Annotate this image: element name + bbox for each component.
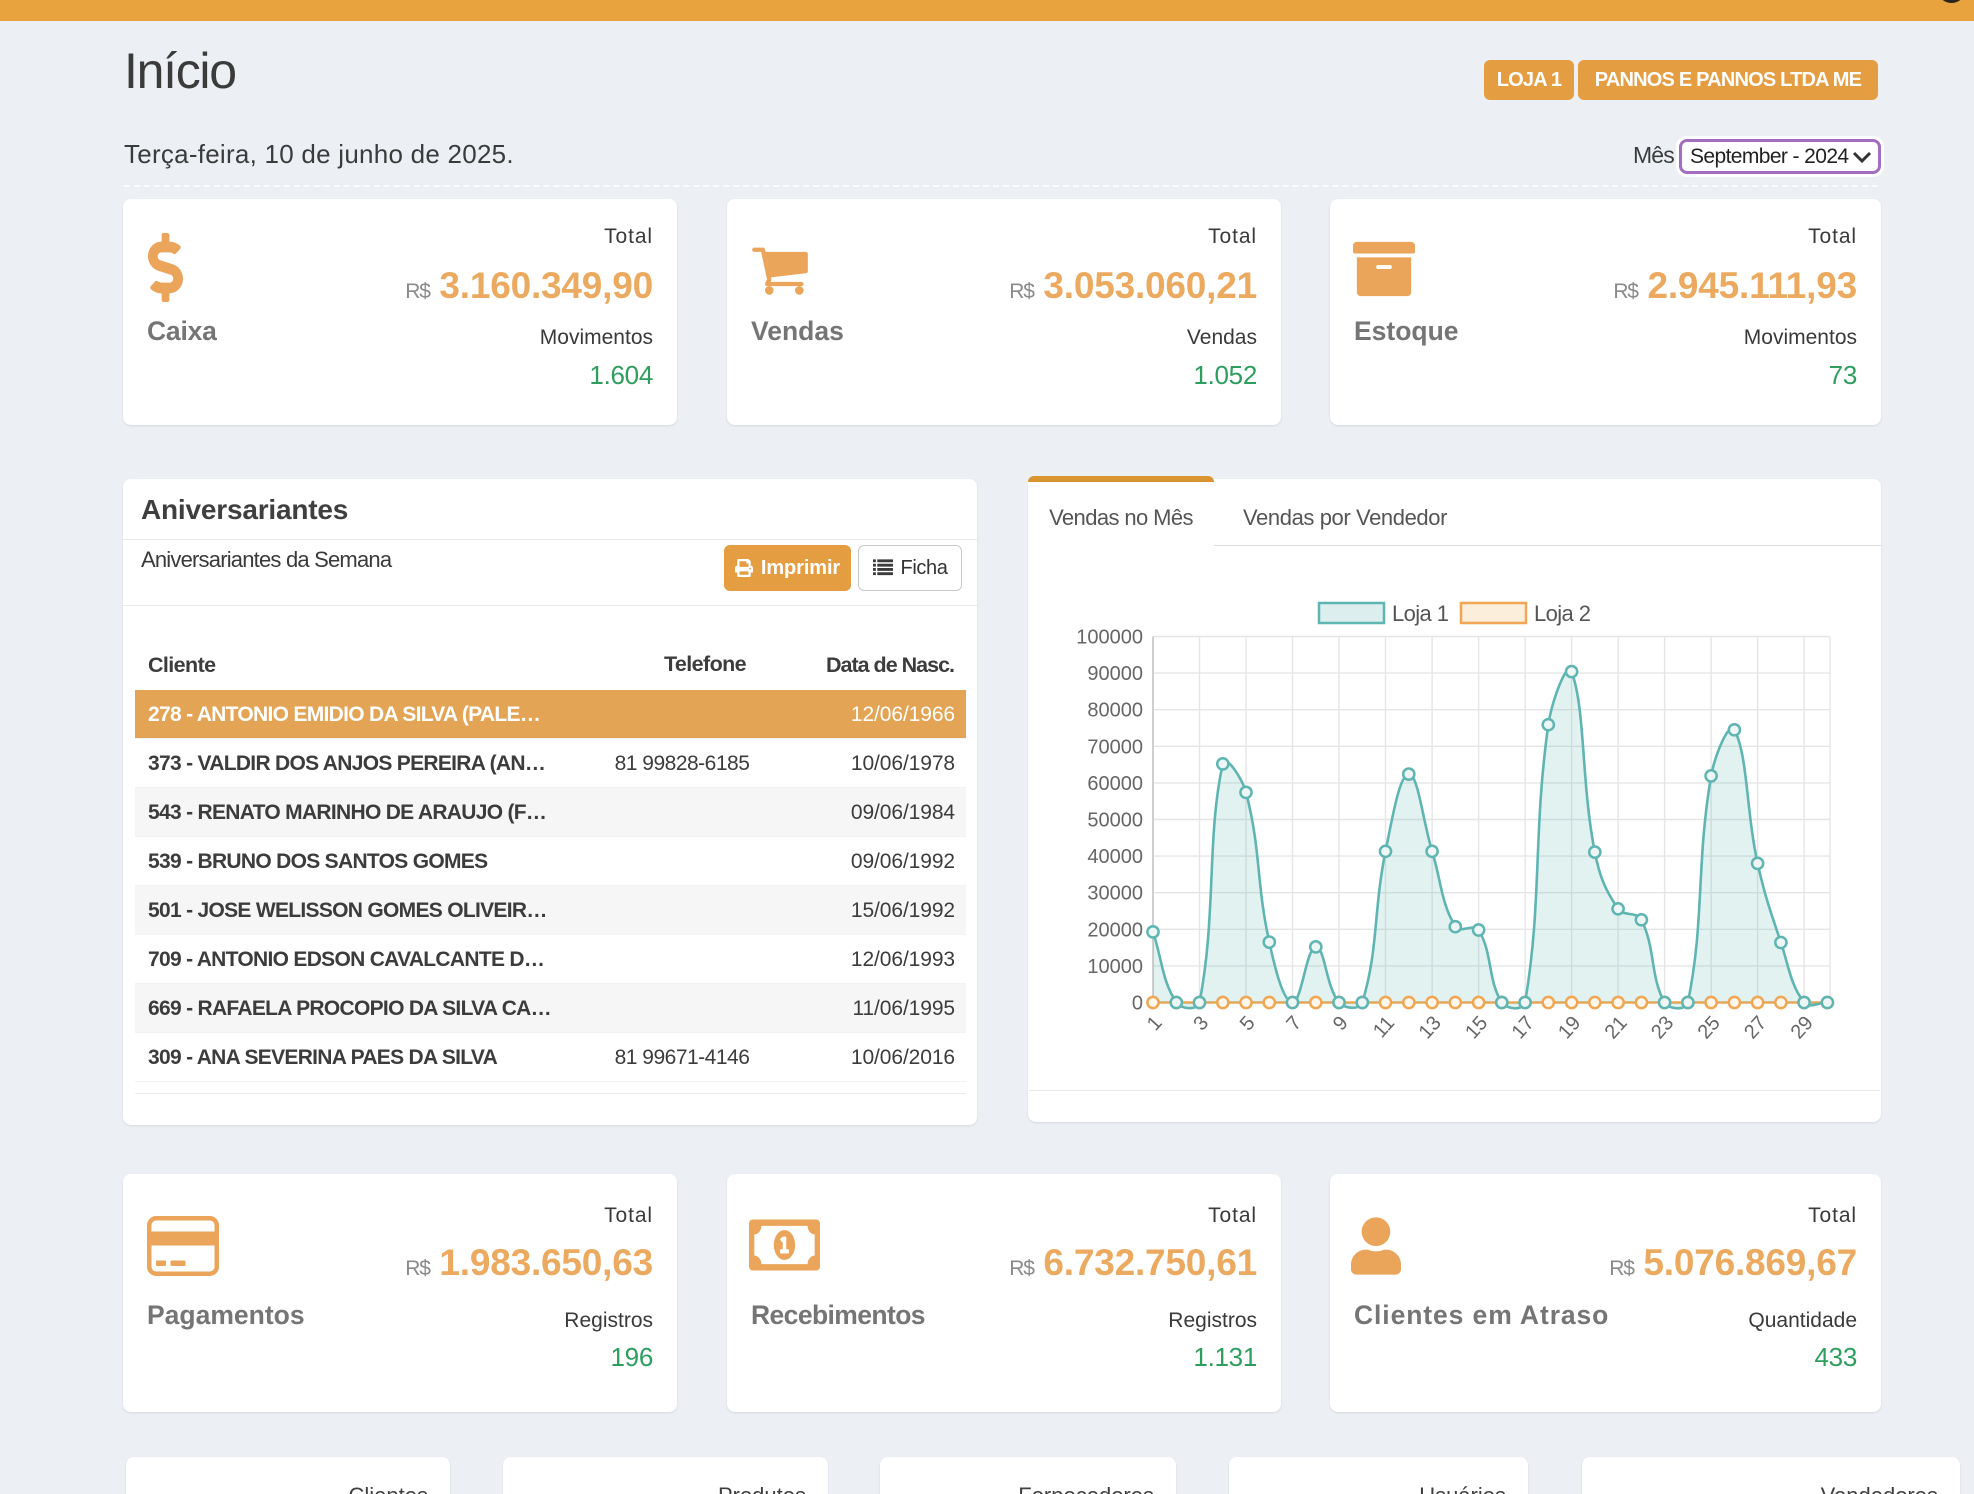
svg-text:80000: 80000: [1087, 700, 1143, 722]
svg-text:13: 13: [1415, 1012, 1446, 1043]
svg-text:50000: 50000: [1087, 810, 1143, 832]
svg-text:40000: 40000: [1087, 846, 1143, 868]
svg-text:19: 19: [1554, 1012, 1585, 1043]
svg-text:23: 23: [1647, 1012, 1678, 1043]
svg-text:29: 29: [1787, 1012, 1818, 1043]
svg-text:1: 1: [1143, 1012, 1167, 1035]
svg-text:7: 7: [1282, 1012, 1306, 1035]
svg-text:27: 27: [1740, 1012, 1771, 1043]
svg-text:90000: 90000: [1087, 663, 1143, 685]
svg-text:Loja 1: Loja 1: [1392, 601, 1449, 626]
svg-text:100000: 100000: [1076, 627, 1143, 649]
svg-text:0: 0: [1132, 993, 1143, 1015]
svg-text:30000: 30000: [1087, 883, 1143, 905]
svg-text:25: 25: [1694, 1012, 1725, 1043]
svg-text:5: 5: [1236, 1012, 1260, 1035]
svg-text:17: 17: [1508, 1012, 1539, 1043]
svg-text:20000: 20000: [1087, 919, 1143, 941]
svg-text:9: 9: [1329, 1012, 1353, 1035]
svg-text:60000: 60000: [1087, 773, 1143, 795]
svg-text:11: 11: [1369, 1012, 1399, 1042]
svg-text:15: 15: [1461, 1012, 1492, 1043]
svg-text:Loja 2: Loja 2: [1534, 601, 1591, 626]
svg-text:3: 3: [1189, 1012, 1213, 1035]
svg-text:10000: 10000: [1087, 956, 1143, 978]
svg-text:70000: 70000: [1087, 736, 1143, 758]
svg-text:21: 21: [1601, 1012, 1632, 1043]
